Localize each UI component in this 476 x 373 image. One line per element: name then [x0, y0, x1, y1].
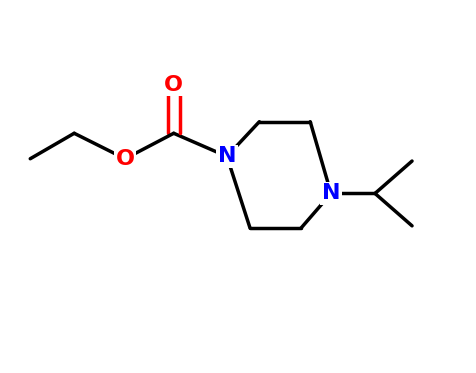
Text: N: N — [321, 184, 339, 203]
Text: O: O — [115, 149, 134, 169]
Text: O: O — [164, 75, 183, 95]
Text: N: N — [217, 147, 236, 166]
